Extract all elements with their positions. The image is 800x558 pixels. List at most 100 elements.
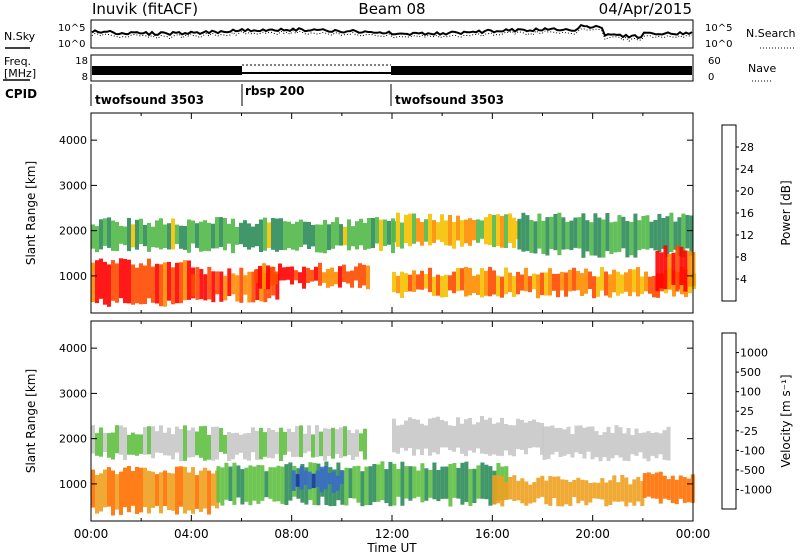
velocity-cbar-label-3: 25: [740, 405, 754, 418]
velocity-band-4-cell: [452, 425, 456, 452]
velocity-band-1-cell: [139, 434, 143, 454]
power-band-1-cell: [199, 269, 204, 300]
power-band-3-cell: [303, 221, 307, 245]
velocity-band-1-cell: [147, 426, 151, 455]
power-band-3-cell: [331, 222, 335, 249]
velocity-band-2-cell: [360, 471, 365, 507]
velocity-band-2-cell: [436, 470, 441, 502]
velocity-band-2-cell: [276, 465, 281, 502]
x-tick-label-6: 00:00: [676, 527, 711, 541]
power-band-5-cell: [624, 272, 628, 292]
velocity-band-4-cell: [516, 418, 520, 450]
power-band-3-cell: [215, 217, 219, 249]
velocity-band-2-cell: [476, 465, 481, 499]
velocity-band-0-cell: [159, 472, 163, 514]
velocity-band-1-cell: [195, 431, 199, 456]
velocity-band-2-cell: [444, 466, 449, 499]
velocity-band-3-cell: [299, 466, 304, 490]
power-band-1-cell: [203, 274, 208, 301]
power-band-2-cell: [294, 270, 298, 281]
power-band-5-cell: [408, 274, 412, 292]
velocity-band-4-cell: [404, 420, 408, 451]
velocity-band-6-cell: [610, 433, 615, 459]
velocity-band-6-cell: [590, 426, 595, 460]
power-band-6-cell: [637, 220, 642, 251]
power-ylabel: Slant Range [km]: [24, 161, 38, 265]
velocity-band-0-cell: [143, 467, 147, 508]
velocity-band-0-cell: [195, 475, 199, 509]
velocity-band-0-cell: [191, 467, 195, 514]
power-band-3-cell: [275, 218, 279, 252]
power-band-6-cell: [525, 215, 530, 251]
velocity-band-4-cell: [400, 424, 404, 448]
power-band-3-cell: [159, 218, 163, 250]
power-band-6-cell: [561, 217, 566, 250]
velocity-band-1-cell: [319, 431, 323, 457]
power-band-4-cell: [396, 212, 400, 247]
power-band-6-cell: [677, 217, 682, 257]
velocity-band-4-cell: [524, 422, 528, 455]
power-band-5-cell: [604, 271, 608, 296]
power-band-4-cell: [408, 213, 412, 247]
freq-unit: [MHz]: [4, 67, 36, 80]
velocity-band-0-cell: [171, 473, 175, 511]
velocity-band-5-cell: [536, 477, 541, 499]
power-band-5-cell: [556, 273, 560, 298]
velocity-band-4-cell: [424, 425, 428, 449]
power-band-6-cell: [533, 221, 538, 254]
velocity-band-4-cell: [476, 422, 480, 449]
velocity-band-1-cell: [219, 427, 223, 452]
velocity-band-2-cell: [288, 462, 293, 501]
power-band-6-cell: [609, 222, 614, 255]
velocity-band-4-cell: [528, 421, 532, 449]
nsky-tick-left-top: 10^5: [58, 23, 85, 34]
power-band-1-cell: [247, 271, 252, 303]
velocity-band-2-cell: [424, 468, 429, 501]
velocity-band-0-cell: [167, 472, 171, 510]
velocity-band-1-cell: [123, 427, 127, 461]
velocity-bands: [91, 416, 695, 516]
velocity-band-5-cell: [620, 474, 625, 502]
velocity-band-6-cell: [586, 426, 591, 452]
velocity-band-4-cell: [492, 423, 496, 455]
velocity-band-1-cell: [263, 432, 267, 457]
velocity-band-5-cell: [640, 481, 645, 506]
velocity-band-5-cell: [544, 480, 549, 505]
velocity-band-7-cell: [646, 472, 651, 497]
velocity-band-2-cell: [388, 461, 393, 507]
velocity-cbar-label-6: -500: [740, 464, 765, 477]
power-cbar-label-4: 12: [740, 229, 754, 242]
velocity-band-2-cell: [328, 467, 333, 507]
velocity-band-4-cell: [408, 417, 412, 449]
power-band-5-cell: [504, 267, 508, 295]
velocity-band-5-cell: [504, 481, 509, 500]
velocity-band-4-cell: [500, 417, 504, 456]
power-band-1-cell: [251, 271, 256, 303]
power-band-3-cell: [151, 226, 155, 248]
velocity-band-0-cell: [119, 471, 123, 515]
power-band-0-cell: [135, 267, 139, 304]
nsky-frame: [90, 19, 694, 49]
velocity-band-1-cell: [287, 428, 291, 452]
velocity-band-2-cell: [216, 466, 221, 503]
power-band-3-cell: [179, 225, 183, 249]
velocity-band-4-cell: [420, 423, 424, 456]
velocity-band-1-cell: [227, 432, 231, 461]
power-band-3-cell: [235, 227, 239, 245]
velocity-band-1-cell: [275, 431, 279, 455]
cpid-segment-3: twofsound 3503: [395, 93, 504, 107]
power-band-6-cell: [641, 216, 646, 249]
power-band-5-cell: [488, 266, 492, 297]
power-band-3-cell: [267, 222, 271, 248]
power-band-3-cell: [211, 223, 215, 249]
power-band-6-cell: [521, 212, 526, 252]
velocity-band-2-cell: [348, 468, 353, 499]
velocity-band-5-cell: [564, 479, 569, 505]
power-band-5-cell: [400, 271, 404, 298]
velocity-band-2-cell: [280, 466, 285, 504]
velocity-band-3-cell: [303, 470, 308, 486]
velocity-band-1-cell: [311, 434, 315, 458]
power-band-3-cell: [127, 217, 131, 252]
velocity-band-7-cell: [670, 475, 675, 504]
